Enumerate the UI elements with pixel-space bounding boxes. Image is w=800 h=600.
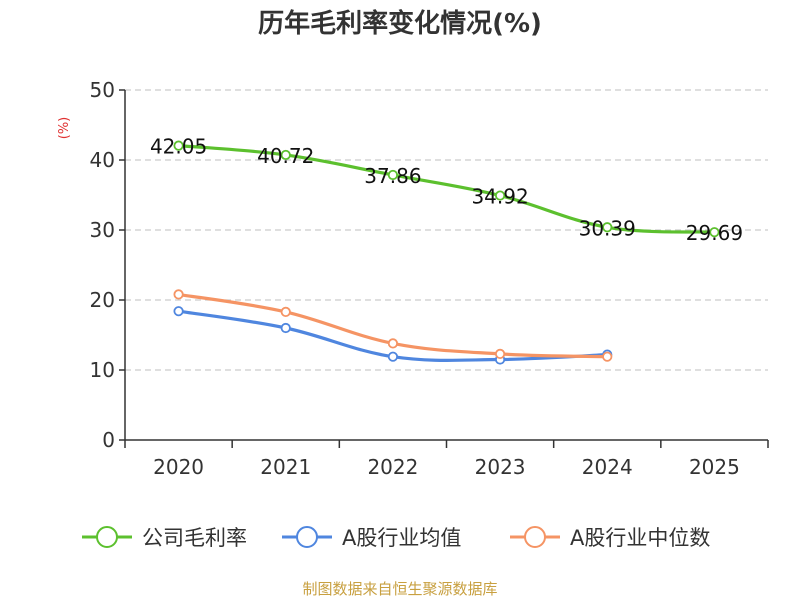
legend-item-2[interactable]: A股行业均值 [282, 526, 461, 550]
grid [125, 89, 768, 371]
legend[interactable]: 公司毛利率 A股行业均值 A股行业中位数 [82, 526, 710, 550]
legend-label: 公司毛利率 [142, 526, 247, 550]
source-note: 制图数据来自恒生聚源数据库 [302, 580, 497, 598]
data-label: 29.69 [686, 221, 743, 245]
x-tick-label: 2020 [153, 455, 204, 479]
data-label: 37.86 [364, 164, 421, 188]
data-label: 30.39 [579, 216, 636, 240]
chart-title: 历年毛利率变化情况(%) [258, 8, 542, 39]
series-line [178, 144, 715, 234]
data-point [173, 140, 184, 151]
data-point [494, 190, 506, 201]
x-tick-label: 2023 [475, 455, 526, 479]
y-tick-label: 50 [90, 78, 115, 102]
data-label: 42.05 [150, 135, 207, 159]
data-labels: 42.05 40.72 37.86 34.92 30.39 29.69 [150, 135, 743, 246]
x-tick-label: 2024 [582, 455, 633, 479]
data-point [387, 169, 399, 181]
axes: 0 10 20 30 40 50 2020 2021 2022 2023 2024 2025 [90, 78, 769, 479]
series-1 [173, 140, 720, 238]
legend-label: A股行业中位数 [570, 526, 710, 550]
data-point [387, 351, 399, 362]
y-tick-label: 30 [90, 218, 115, 242]
data-point [280, 322, 291, 334]
x-tick-label: 2025 [689, 455, 740, 479]
series [173, 140, 720, 365]
data-point [173, 306, 184, 317]
legend-marker [296, 526, 318, 548]
series-3 [173, 289, 613, 362]
data-label: 40.72 [257, 144, 314, 168]
y-axis-label: (%) [57, 117, 72, 140]
data-point [173, 289, 184, 300]
data-point [709, 227, 720, 238]
data-point [280, 149, 291, 161]
data-point [387, 338, 399, 349]
legend-label: A股行业均值 [342, 526, 461, 550]
legend-marker [524, 526, 546, 548]
data-label: 34.92 [471, 185, 528, 209]
y-tick-label: 20 [90, 288, 115, 312]
data-point [602, 222, 613, 233]
legend-marker [96, 526, 118, 548]
legend-item-3[interactable]: A股行业中位数 [510, 526, 710, 550]
series-2 [173, 306, 613, 365]
y-tick-label: 40 [90, 148, 115, 172]
y-tick-label: 10 [90, 358, 115, 382]
x-tick-label: 2021 [260, 455, 311, 479]
x-tick-label: 2022 [367, 455, 418, 479]
data-point [280, 306, 291, 317]
data-point [494, 348, 506, 359]
y-tick-label: 0 [102, 428, 115, 452]
data-point [602, 351, 613, 362]
legend-item-1[interactable]: 公司毛利率 [82, 526, 247, 550]
